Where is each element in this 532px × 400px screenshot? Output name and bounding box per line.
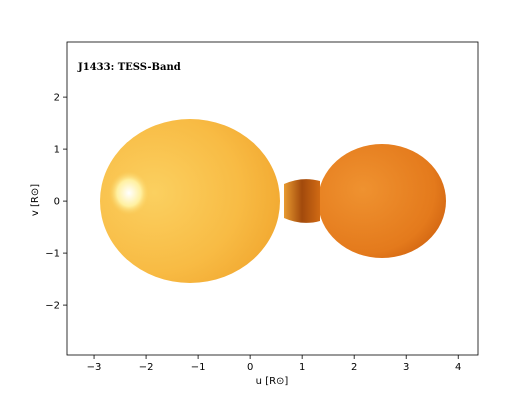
x-tick-label: −1	[191, 362, 206, 373]
y-tick-label: −2	[45, 301, 60, 312]
plot-frame	[66, 41, 479, 356]
annotation: J1433: TESS-Band	[77, 62, 181, 73]
x-tick-label: −2	[139, 362, 154, 373]
binary-star	[100, 119, 446, 283]
x-axis-label: u [R⊙]	[256, 376, 289, 387]
x-tick-label: 4	[455, 362, 461, 373]
hot-spot	[109, 171, 149, 215]
x-tick-label: 0	[247, 362, 253, 373]
secondary-star	[318, 144, 446, 258]
x-tick-label: −3	[87, 362, 102, 373]
x-tick-label: 2	[351, 362, 357, 373]
y-tick-label: 1	[54, 145, 60, 156]
y-axis-label: v [R⊙]	[30, 184, 41, 216]
primary-star	[100, 119, 280, 283]
y-tick-label: 2	[54, 93, 60, 104]
x-tick-label: 1	[299, 362, 305, 373]
neck	[284, 179, 320, 223]
y-tick-label: 0	[54, 197, 60, 208]
x-tick-label: 3	[403, 362, 409, 373]
y-tick-label: −1	[45, 249, 60, 260]
